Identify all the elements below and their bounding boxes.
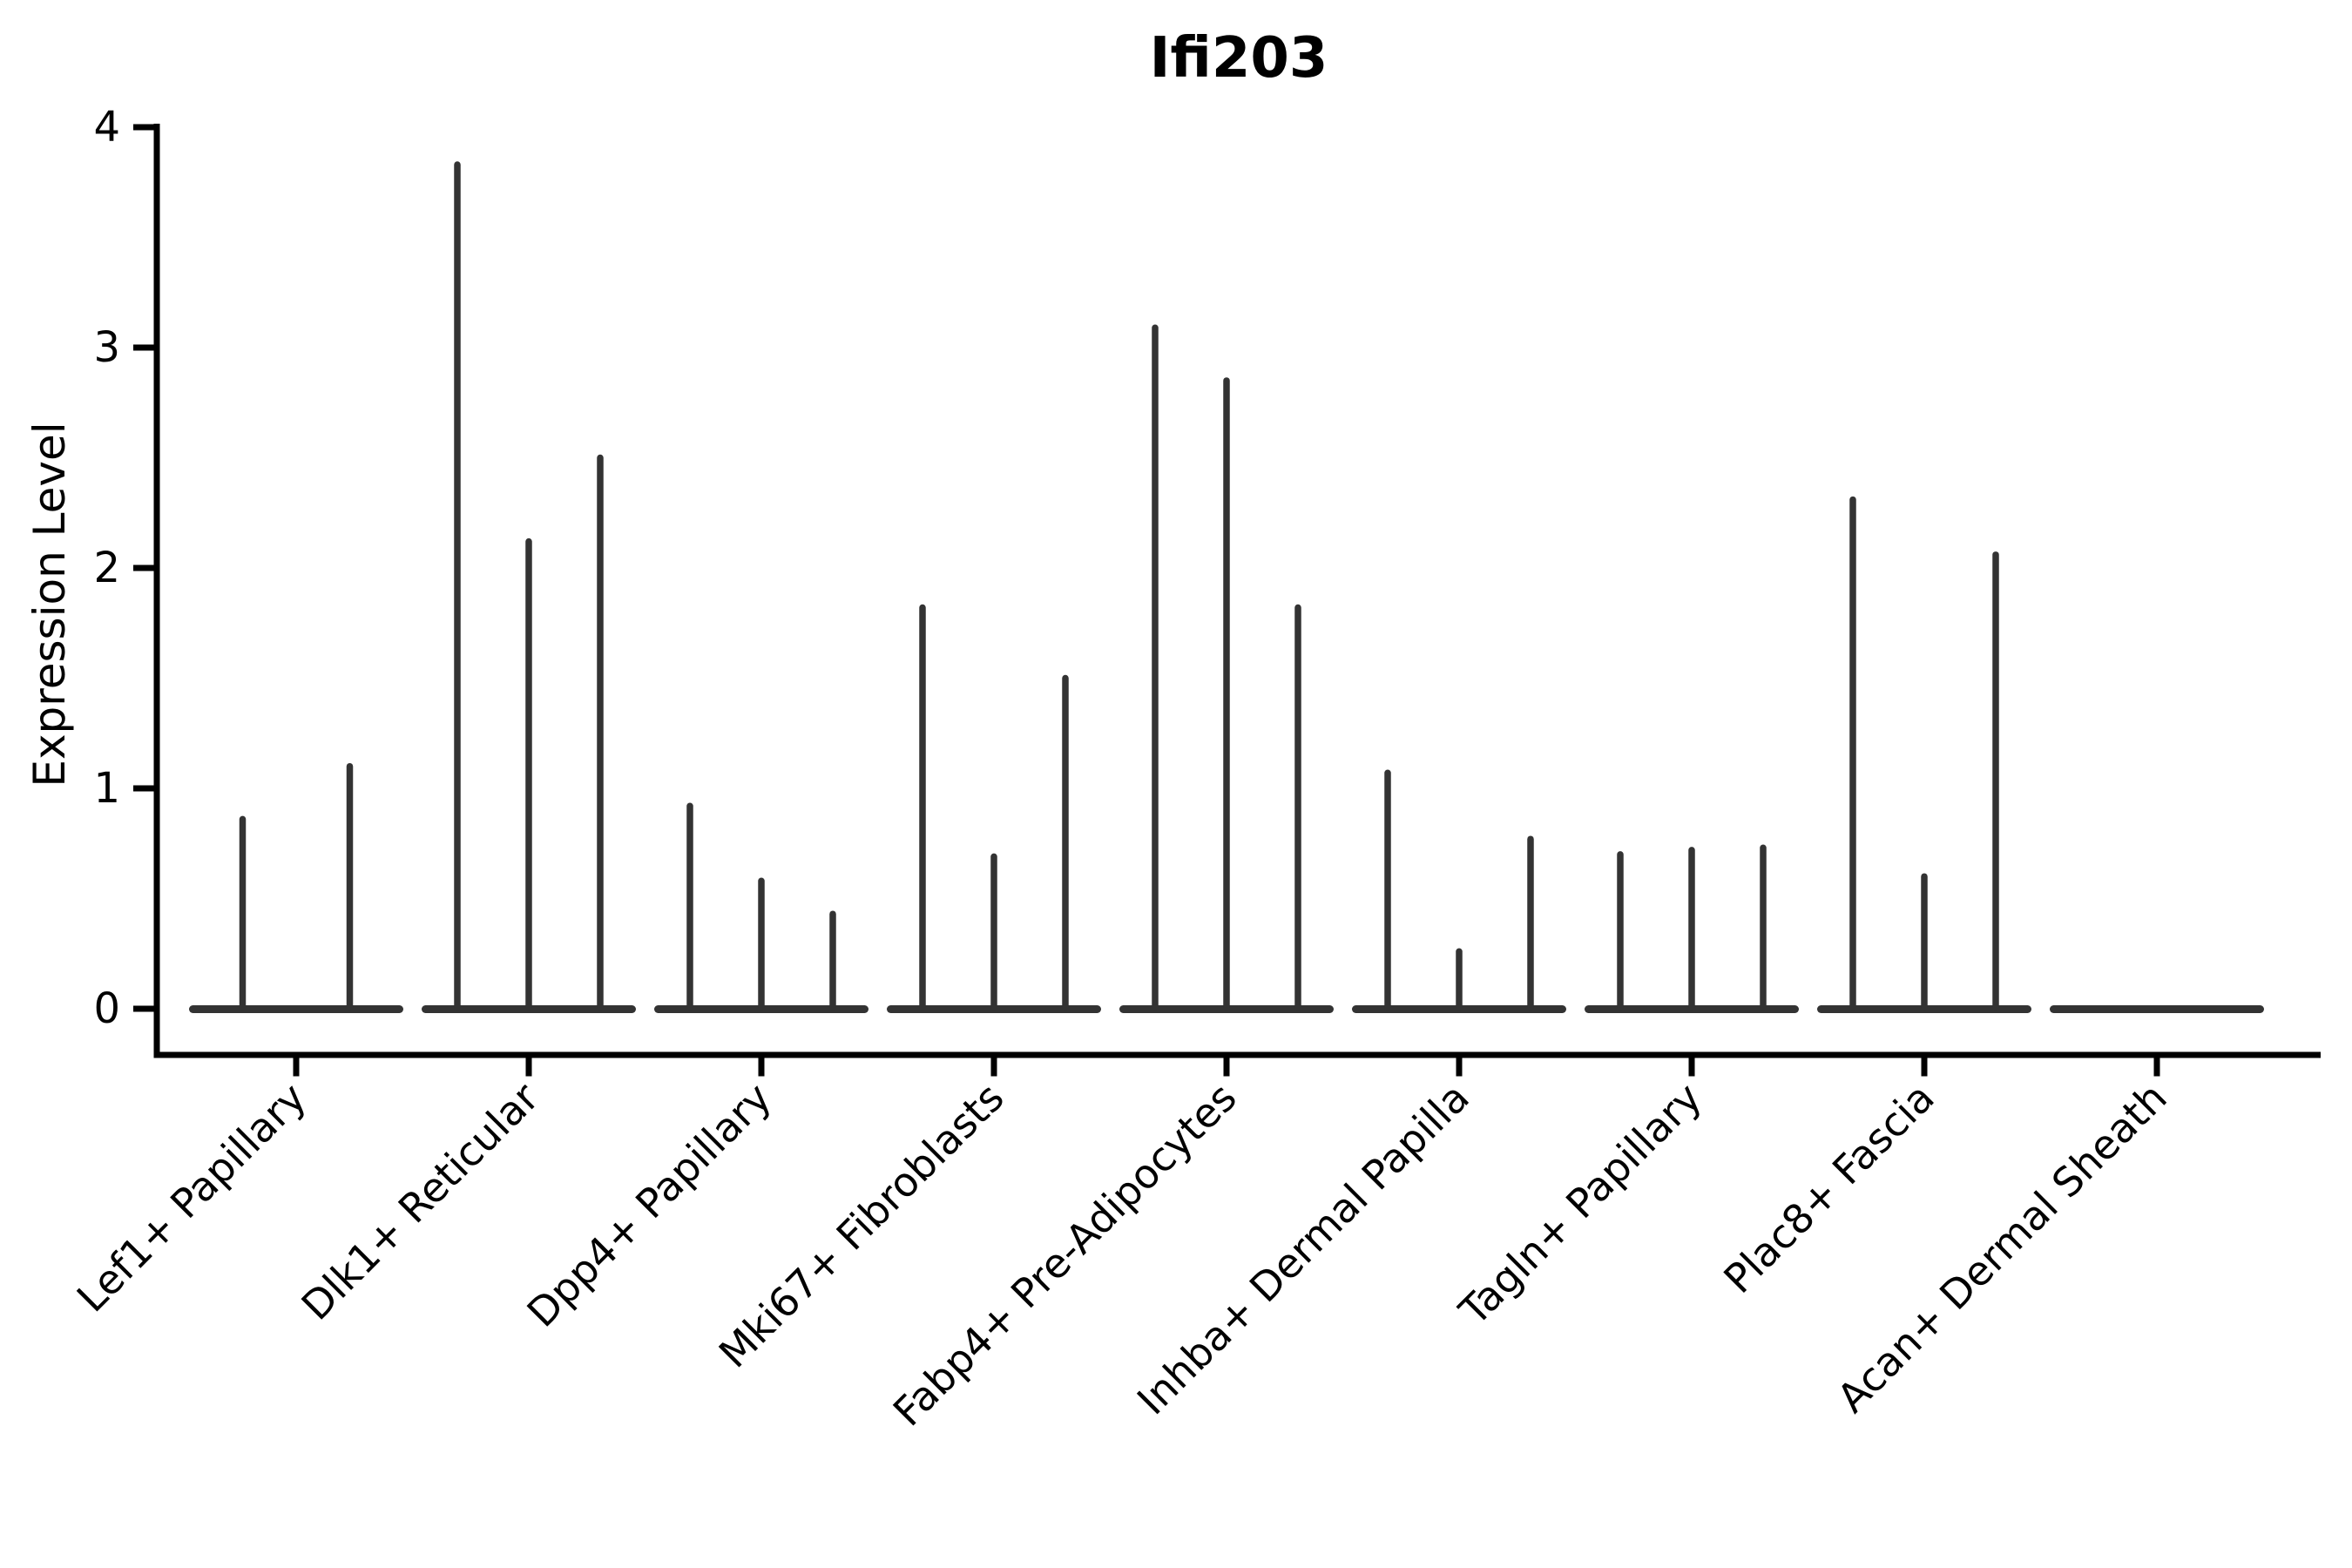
category-label: Tagln+ Papillary	[1450, 1074, 1711, 1335]
category-label: Dlk1+ Reticular	[293, 1074, 548, 1329]
y-tick-label: 1	[93, 764, 120, 813]
chart-title: Ifi203	[1149, 26, 1328, 91]
y-tick-label: 3	[93, 323, 120, 372]
y-tick-label: 4	[93, 103, 120, 152]
category-label: Dpp4+ Papillary	[518, 1074, 781, 1336]
category-label: Lef1+ Papillary	[68, 1074, 315, 1321]
category-label: Plac8+ Fascia	[1714, 1074, 1943, 1302]
y-tick-label: 0	[93, 984, 120, 1033]
violin-base-bar	[189, 1005, 403, 1013]
violin-base-bar	[2050, 1005, 2264, 1013]
y-tick-label: 2	[93, 544, 120, 592]
